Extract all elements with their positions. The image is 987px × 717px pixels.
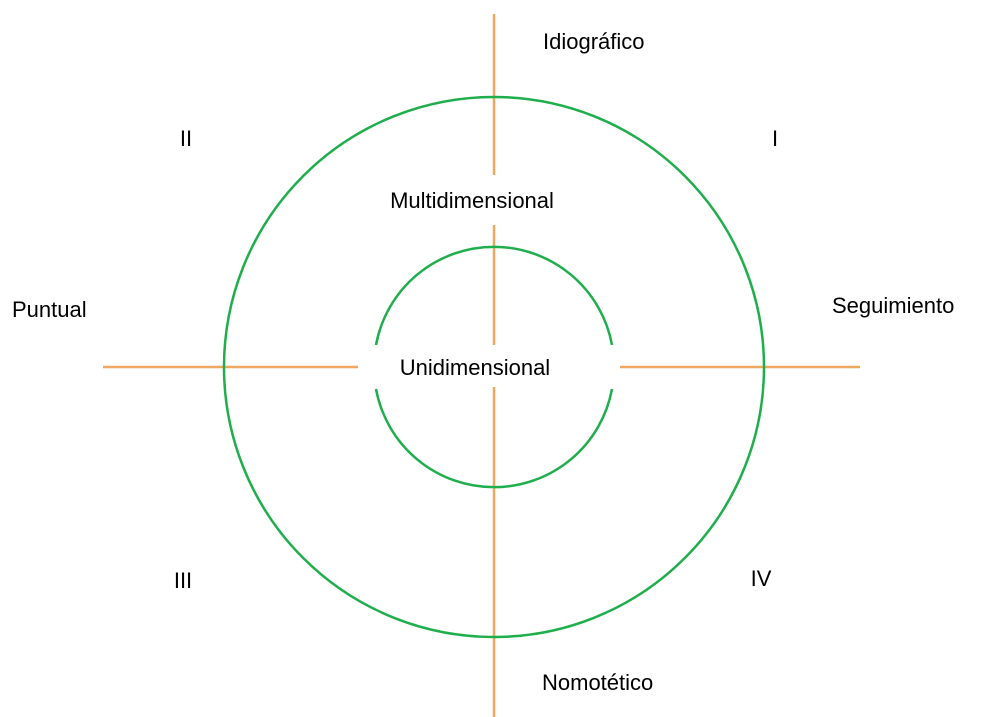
ring-label: Unidimensional — [400, 355, 550, 380]
quadrant-label: IV — [751, 566, 772, 591]
axis-label: Nomotético — [542, 670, 653, 695]
quadrant-label: III — [174, 568, 192, 593]
quadrant-label: I — [772, 126, 778, 151]
outer-ring — [222, 95, 766, 639]
inner-ring — [374, 245, 614, 346]
axis-label: Idiográfico — [543, 29, 645, 54]
inner-ring — [374, 388, 614, 489]
axis-label: Seguimiento — [832, 293, 954, 318]
axis-label: Puntual — [12, 297, 87, 322]
ring-label: Multidimensional — [390, 188, 554, 213]
quadrant-label: II — [180, 126, 192, 151]
